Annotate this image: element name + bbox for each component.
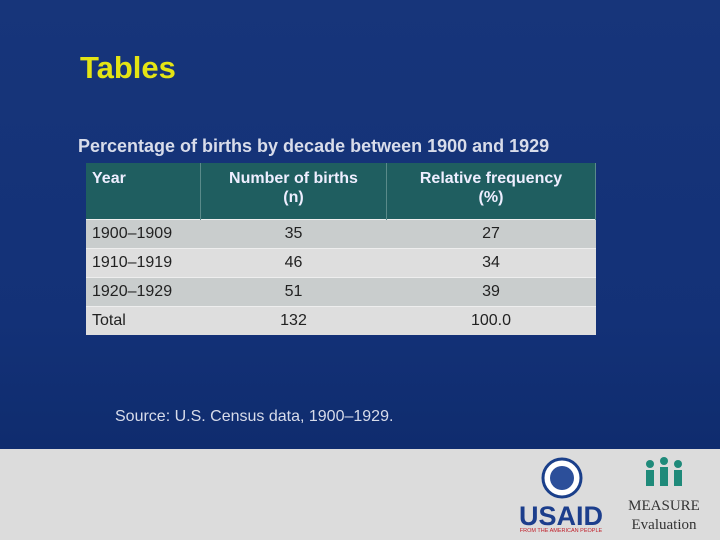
usaid-tagline: FROM THE AMERICAN PEOPLE	[520, 528, 603, 534]
table-cell: 46	[200, 248, 387, 278]
table-row: 1910–1919 46 34	[86, 248, 596, 278]
table-body: 1900–1909 35 27 1910–1919 46 34 1920–1929 51 39 T…	[86, 219, 596, 335]
table-cell: Total	[86, 306, 201, 335]
header-line: Year	[92, 170, 126, 187]
table-caption: Percentage of births by decade between 1…	[78, 136, 550, 156]
header-line: (%)	[478, 189, 504, 206]
measure-text: MEASURE	[628, 498, 700, 514]
header-cell: Relative frequency (%)	[386, 163, 596, 220]
table-cell: 100.0	[386, 306, 596, 335]
evaluation-text: Evaluation	[632, 517, 697, 533]
measure-figures	[646, 457, 682, 486]
footer-band	[0, 449, 720, 540]
usaid-seal-inner	[550, 466, 574, 490]
table-cell: 34	[386, 248, 596, 278]
header-line: Relative frequency	[419, 170, 563, 187]
table-row: 1920–1929 51 39	[86, 277, 596, 307]
source-note: Source: U.S. Census data, 1900–1929.	[115, 408, 394, 425]
table-row: 1900–1909 35 27	[86, 219, 596, 249]
table: Year Number of births (n) Relative frequenc…	[86, 163, 596, 335]
usaid-logo-text: USAID	[519, 501, 603, 531]
table-cell: 132	[200, 306, 387, 335]
header-row: Year Number of births (n) Relative frequenc…	[86, 163, 596, 220]
header-cell: Year	[86, 163, 201, 220]
slide-title: Tables	[80, 50, 176, 85]
header-cell: Number of births (n)	[200, 163, 387, 220]
header-line: (n)	[283, 189, 304, 206]
table-cell: 51	[200, 277, 387, 307]
table-cell: 35	[200, 219, 387, 249]
table-row: Total 132 100.0	[86, 306, 596, 335]
table-cell: 27	[386, 219, 596, 249]
table-cell: 1900–1909	[86, 219, 201, 249]
table-cell: 39	[386, 277, 596, 307]
table-cell: 1920–1929	[86, 277, 201, 307]
table-cell: 1910–1919	[86, 248, 201, 278]
header-line: Number of births	[229, 170, 358, 187]
